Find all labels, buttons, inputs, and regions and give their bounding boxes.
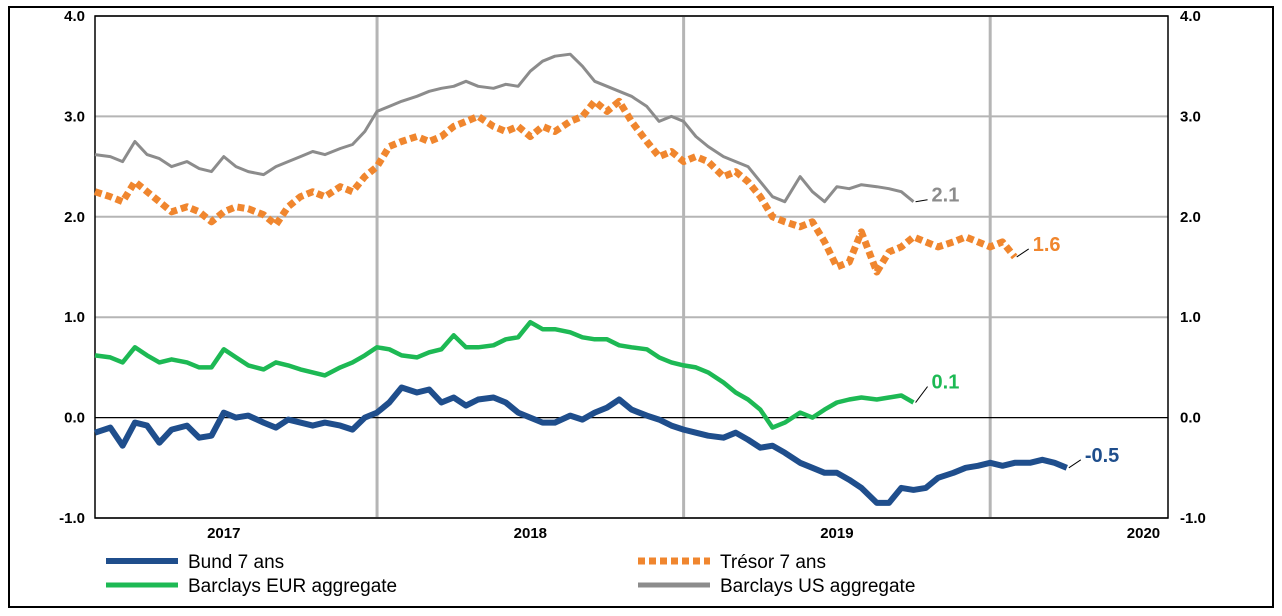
y-tick-label-left: 4.0	[64, 8, 85, 25]
chart-frame: 2.1 1.6 0.1 -0.5 -1.0 -1.0 0.0 0.0 1.0 1.0 2.0 2.0…	[8, 6, 1274, 608]
series-lines: 2.1 1.6 0.1 -0.5	[93, 52, 1119, 506]
end-label-leader	[915, 386, 928, 403]
series-line-0	[94, 384, 1068, 506]
y-tick-label-right: 1.0	[1180, 309, 1201, 326]
gridlines	[95, 15, 1168, 519]
end-label-leader	[1068, 459, 1082, 469]
y-tick-label-left: 3.0	[64, 108, 85, 125]
series-line-3	[94, 52, 915, 204]
end-label-3: 2.1	[932, 185, 960, 207]
y-tick-label-left: 2.0	[64, 209, 85, 226]
y-tick-label-right: 4.0	[1180, 8, 1201, 25]
x-tick-label: 2019	[820, 525, 853, 542]
legend-label-3: Barclays US aggregate	[720, 576, 915, 597]
x-tick-label: 2020	[1127, 525, 1160, 542]
tick-labels: -1.0 -1.0 0.0 0.0 1.0 1.0 2.0 2.0 3.0 3.0 4.0 4.0 20…	[59, 8, 1206, 542]
x-tick-label: 2018	[514, 525, 547, 542]
y-tick-label-right: -1.0	[1180, 510, 1206, 527]
x-tick-label: 2017	[207, 525, 240, 542]
end-label-2: 0.1	[932, 372, 960, 394]
plot-border	[94, 15, 1169, 519]
y-tick-label-right: 2.0	[1180, 209, 1201, 226]
legend: Bund 7 ans Trésor 7 ans Barclays EUR aggre…	[106, 552, 915, 597]
y-tick-label-right: 0.0	[1180, 410, 1201, 427]
y-tick-label-left: -1.0	[59, 510, 85, 527]
end-label-leader	[915, 199, 928, 203]
y-tick-label-left: 1.0	[64, 309, 85, 326]
legend-label-0: Bund 7 ans	[188, 552, 284, 573]
line-chart: 2.1 1.6 0.1 -0.5 -1.0 -1.0 0.0 0.0 1.0 1.0 2.0 2.0…	[59, 8, 1206, 597]
end-label-0: -0.5	[1085, 445, 1119, 467]
legend-label-2: Barclays EUR aggregate	[188, 576, 397, 597]
y-tick-label-right: 3.0	[1180, 108, 1201, 125]
series-line-2	[94, 319, 915, 430]
series-line-1	[93, 97, 1018, 276]
axes	[94, 15, 1169, 519]
y-tick-label-left: 0.0	[64, 410, 85, 427]
end-label-leader	[1016, 248, 1029, 258]
legend-label-1: Trésor 7 ans	[720, 552, 826, 573]
end-label-1: 1.6	[1033, 234, 1061, 256]
